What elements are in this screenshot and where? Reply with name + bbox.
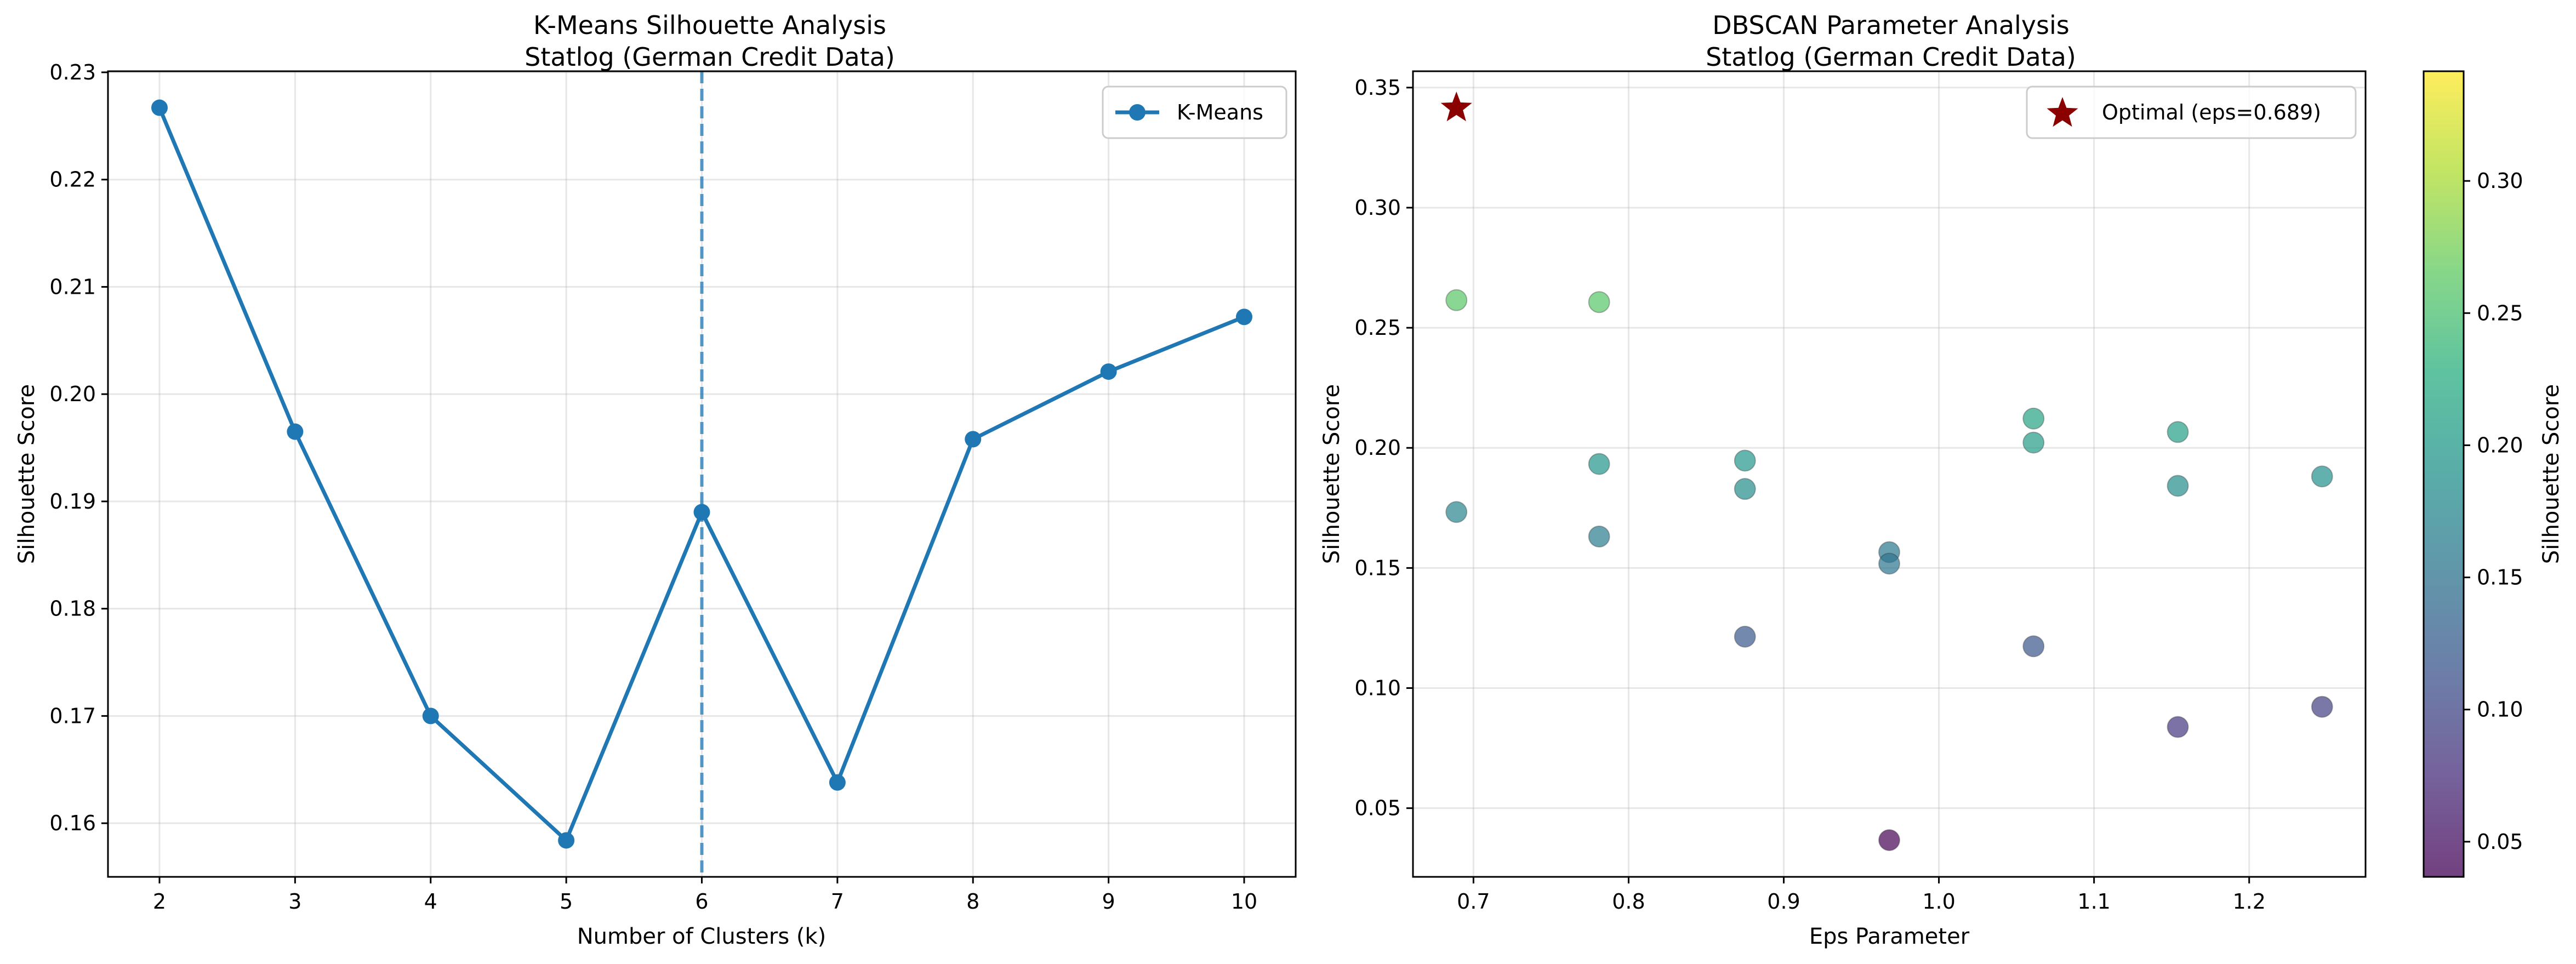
kmeans-x-tick-label: 8	[966, 889, 979, 914]
kmeans-x-tick-label: 10	[1231, 889, 1257, 914]
dbscan-data-point	[2167, 475, 2189, 497]
dbscan-legend-star	[2047, 97, 2078, 127]
colorbar-tick-label: 0.30	[2477, 169, 2523, 193]
dbscan-x-tick-label: 1.2	[2232, 889, 2265, 914]
colorbar-ticks: 0.05 0.10 0.15 0.20 0.25 0.30	[2464, 169, 2523, 854]
colorbar: 0.05 0.10 0.15 0.20 0.25 0.30 Silhouette Scor…	[2423, 70, 2564, 878]
dbscan-data-point	[1588, 453, 1610, 475]
kmeans-data-point	[829, 774, 846, 791]
kmeans-data-point	[422, 708, 439, 725]
dbscan-data-point	[2311, 465, 2333, 488]
kmeans-y-axis-label: Silhouette Score	[14, 384, 39, 564]
dbscan-chart-title: DBSCAN Parameter Analysis	[1712, 10, 2069, 40]
dbscan-data-point	[1878, 829, 1900, 851]
dbscan-y-tick-label: 0.20	[1354, 436, 1401, 460]
dbscan-y-tick-label: 0.10	[1354, 676, 1401, 700]
dbscan-legend-label: Optimal (eps=0.689)	[2102, 100, 2321, 124]
dbscan-data-point	[1734, 449, 1756, 472]
dbscan-data-point	[2022, 635, 2045, 658]
kmeans-data-point	[965, 431, 982, 448]
dbscan-legend: Optimal (eps=0.689)	[2026, 85, 2357, 139]
kmeans-y-tick-label: 0.19	[49, 489, 96, 514]
dbscan-data-point	[2167, 716, 2189, 738]
kmeans-data-point	[1235, 309, 1252, 326]
dbscan-y-tick-label: 0.15	[1354, 556, 1401, 580]
kmeans-x-tick-label: 7	[831, 889, 844, 914]
dbscan-x-tick-label: 0.8	[1612, 889, 1645, 914]
dbscan-chart-subtitle: Statlog (German Credit Data)	[1706, 42, 2076, 72]
dbscan-data-point	[2167, 421, 2189, 443]
dbscan-y-tick-label: 0.05	[1354, 796, 1401, 820]
kmeans-data-point	[151, 99, 168, 116]
kmeans-y-tick-label: 0.22	[49, 168, 96, 192]
kmeans-y-tick-label: 0.23	[49, 60, 96, 84]
kmeans-x-tick-label: 6	[695, 889, 708, 914]
kmeans-y-tick-label: 0.18	[49, 597, 96, 621]
dbscan-optimal-star	[1440, 92, 1472, 122]
kmeans-legend-marker	[1129, 104, 1145, 121]
kmeans-data-point	[287, 423, 304, 440]
kmeans-x-tick-label: 4	[424, 889, 437, 914]
dbscan-data-point	[2022, 431, 2045, 454]
kmeans-data-point	[693, 504, 710, 521]
colorbar-tick-label: 0.20	[2477, 433, 2523, 457]
kmeans-plot-frame	[107, 70, 1297, 878]
dbscan-data-point	[1878, 552, 1900, 575]
colorbar-tick-label: 0.10	[2477, 698, 2523, 722]
dbscan-data-point	[1445, 501, 1468, 523]
kmeans-x-tick-label: 2	[153, 889, 166, 914]
dbscan-chart: DBSCAN Parameter Analysis Statlog (Germa…	[1319, 10, 2564, 949]
kmeans-y-tick-label: 0.17	[49, 704, 96, 728]
kmeans-x-tick-label: 3	[288, 889, 301, 914]
dbscan-data-point	[1734, 478, 1756, 500]
dbscan-data-point	[2311, 695, 2333, 718]
kmeans-chart-subtitle: Statlog (German Credit Data)	[525, 42, 895, 72]
kmeans-axis-ticks: 2 3 4 5 6 7 8 9 10 0.16 0.17 0.18 0.19 0.20 0.21 0.22 0.…	[49, 60, 1257, 914]
kmeans-x-axis-label: Number of Clusters (k)	[577, 924, 827, 949]
dbscan-data-point	[2022, 407, 2045, 430]
kmeans-chart: K-Means Silhouette Analysis Statlog (Ger…	[14, 10, 1297, 949]
dbscan-y-axis-label: Silhouette Score	[1319, 384, 1344, 564]
dbscan-optimal-point	[1440, 92, 1472, 122]
colorbar-tick-label: 0.25	[2477, 301, 2523, 325]
dbscan-legend-box	[2026, 85, 2357, 139]
dbscan-data-point	[1445, 289, 1468, 311]
dbscan-axis-ticks: 0.7 0.8 0.9 1.0 1.1 1.2 0.05 0.10 0.15 0.20 0.25 0.…	[1354, 76, 2266, 914]
dbscan-x-tick-label: 1.1	[2077, 889, 2110, 914]
kmeans-chart-title: K-Means Silhouette Analysis	[533, 10, 886, 40]
dbscan-legend-star-marker	[2047, 97, 2078, 127]
dbscan-x-tick-label: 0.9	[1767, 889, 1800, 914]
kmeans-data-point	[558, 832, 575, 849]
kmeans-x-tick-label: 9	[1102, 889, 1115, 914]
kmeans-legend: K-Means	[1102, 85, 1287, 139]
dbscan-x-tick-label: 1.0	[1922, 889, 1955, 914]
dbscan-y-tick-label: 0.35	[1354, 76, 1401, 100]
colorbar-gradient	[2423, 70, 2465, 878]
dbscan-y-tick-label: 0.25	[1354, 316, 1401, 340]
kmeans-data-point	[1100, 363, 1117, 380]
kmeans-y-tick-label: 0.16	[49, 811, 96, 835]
dbscan-y-tick-label: 0.30	[1354, 196, 1401, 220]
colorbar-tick-label: 0.15	[2477, 566, 2523, 590]
dbscan-data-point	[1588, 291, 1610, 313]
colorbar-tick-label: 0.05	[2477, 830, 2523, 854]
kmeans-legend-box	[1102, 85, 1287, 139]
dbscan-x-axis-label: Eps Parameter	[1809, 924, 1970, 949]
dbscan-data-point	[1588, 525, 1610, 547]
dbscan-plot-frame	[1412, 70, 2367, 878]
dbscan-data-point	[1734, 625, 1756, 648]
kmeans-series	[151, 99, 1252, 849]
dbscan-grid	[1413, 71, 2366, 877]
kmeans-y-tick-label: 0.21	[49, 275, 96, 299]
colorbar-label: Silhouette Score	[2539, 384, 2564, 564]
kmeans-y-tick-label: 0.20	[49, 382, 96, 406]
kmeans-legend-label: K-Means	[1177, 100, 1263, 124]
dbscan-x-tick-label: 0.7	[1457, 889, 1490, 914]
dbscan-points	[1445, 289, 2333, 851]
kmeans-x-tick-label: 5	[560, 889, 573, 914]
